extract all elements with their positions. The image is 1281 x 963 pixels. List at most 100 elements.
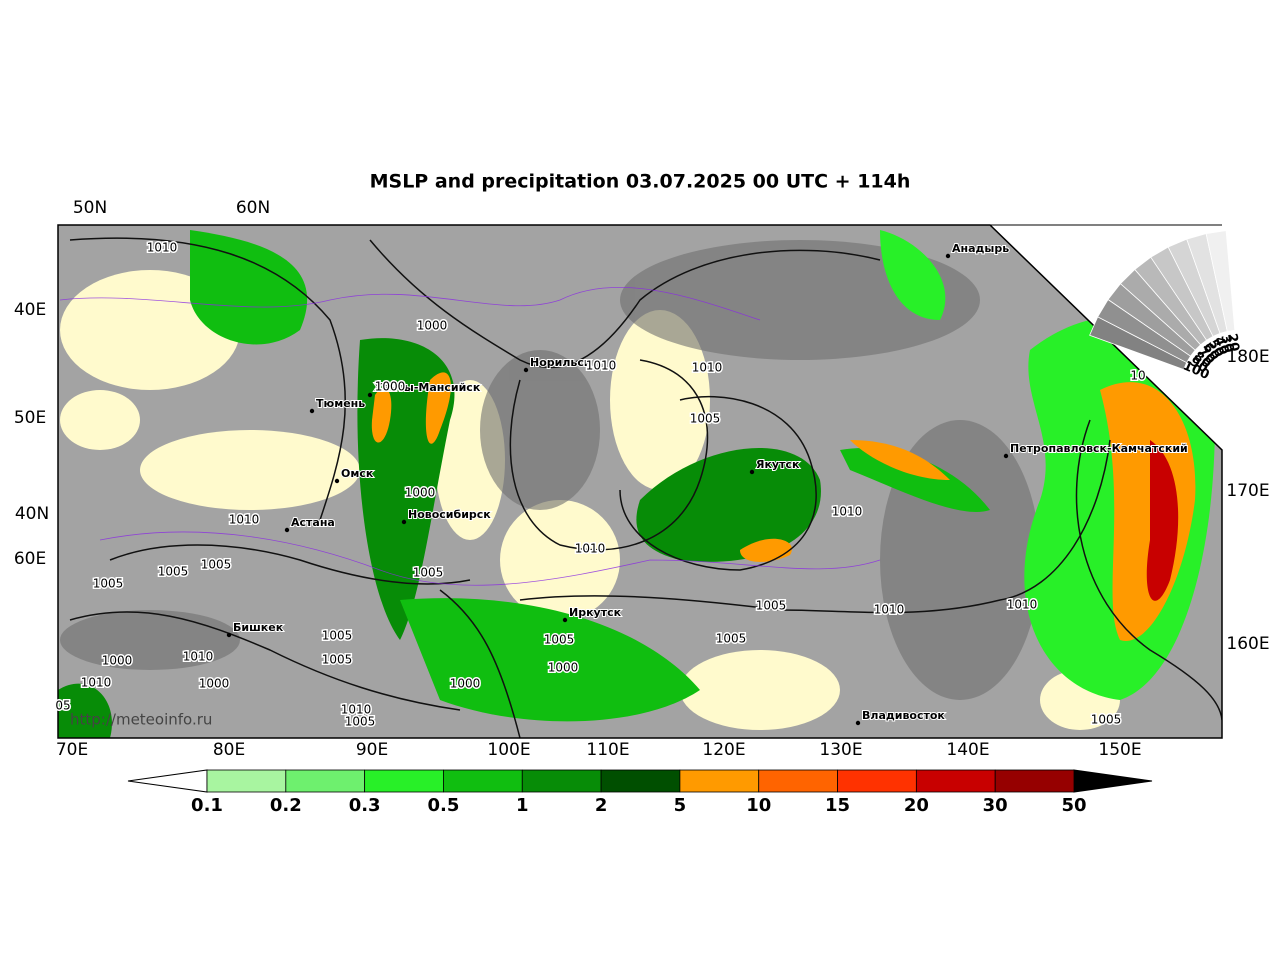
graticule-label: 120E <box>702 740 745 760</box>
isobar-label: 1005 <box>756 599 787 613</box>
city-dot <box>284 527 290 533</box>
city-label: Анадырь <box>952 242 1009 255</box>
city-label: Владивосток <box>862 709 945 722</box>
isobar-label: 1000 <box>417 319 448 333</box>
city-label: Ханты-Мансийск <box>374 381 481 394</box>
colorbar-tick-label: 50 <box>1061 795 1086 816</box>
city-label: Омск <box>341 467 374 480</box>
graticule-label: 40N <box>15 504 49 524</box>
borders <box>59 287 881 586</box>
isobar-label: 1005 <box>690 412 721 426</box>
graticule-label: 50N <box>73 198 107 218</box>
city-dot <box>226 632 232 638</box>
city-dot <box>562 617 568 623</box>
cloud-scale-label: 20 <box>1224 332 1242 352</box>
isobar-label: 1005 <box>322 653 353 667</box>
isobar-label: 1005 <box>345 715 376 729</box>
cloud-scale-label: 40 <box>1211 335 1232 358</box>
isobar-label: 1000 <box>405 486 436 500</box>
colorbar-tick-label: 15 <box>825 795 850 816</box>
graticule-label: 80E <box>213 740 245 760</box>
map-frame <box>57 224 1223 739</box>
isobar-label: 1000 <box>450 677 481 691</box>
graticule-label: 40E <box>14 300 46 320</box>
graticule-label: 130E <box>819 740 862 760</box>
colorbar-segment <box>364 769 444 793</box>
colorbar-tick-label: 2 <box>595 795 608 816</box>
isobar-label: 1005 <box>1091 713 1122 727</box>
colorbar-tick-label: 0.5 <box>428 795 460 816</box>
city-dot <box>749 469 755 475</box>
colorbar-tick-label: 30 <box>983 795 1008 816</box>
city-label: Петропавловск-Камчатский <box>1010 442 1188 455</box>
graticule-label: 60E <box>14 549 46 569</box>
colorbar-segment <box>443 769 523 793</box>
isobar-label: 1005 <box>93 577 124 591</box>
colorbar-segment <box>206 769 287 793</box>
city-dot <box>401 519 407 525</box>
isobar-label: 1005 <box>716 632 747 646</box>
clear-areas <box>60 270 1120 730</box>
isobar-label: 1010 <box>229 513 260 527</box>
graticule-label: 110E <box>586 740 629 760</box>
city-label: Иркутск <box>569 606 622 619</box>
title: MSLP and precipitation 03.07.2025 00 UTC… <box>370 171 911 193</box>
city-dot <box>523 367 529 373</box>
colorbar-tick-label: 0.1 <box>191 795 223 816</box>
city-label: Бишкек <box>233 621 284 634</box>
colorbar-segment <box>758 769 838 793</box>
graticule-label: 170E <box>1226 481 1269 501</box>
isobar-label: 1010 <box>341 703 372 717</box>
colorbar-segment <box>679 769 760 793</box>
colorbar-tick-label: 1 <box>516 795 529 816</box>
city-dot <box>367 392 373 398</box>
graticule-label: 140E <box>946 740 989 760</box>
city-label: Тюмень <box>316 397 365 410</box>
isobar-label: 1010 <box>81 676 112 690</box>
isobar-label: 1005 <box>158 565 189 579</box>
colorbar-low-end <box>127 769 208 793</box>
city-dot <box>334 478 340 484</box>
isobar-label: 10 <box>1130 369 1145 383</box>
city-label: Норильск <box>530 356 592 369</box>
city-label: Астана <box>291 516 335 529</box>
cloud-scale-label: 30 <box>1217 333 1236 354</box>
isobar-label: 1010 <box>1007 598 1038 612</box>
graticule-label: 70E <box>56 740 88 760</box>
cloud-scale-wedge <box>1205 230 1236 332</box>
graticule-label: 180E <box>1226 347 1269 367</box>
isobar-label: 1005 <box>413 566 444 580</box>
isobar-label: 1010 <box>586 359 617 373</box>
isobar-label: 1000 <box>199 677 230 691</box>
map-field <box>58 225 1222 738</box>
city-label: Якутск <box>756 458 800 471</box>
city-dot <box>945 253 951 259</box>
colorbar-segment <box>994 769 1075 793</box>
colorbar-segment <box>915 769 996 793</box>
graticule-label: 90E <box>356 740 388 760</box>
isobar-label: 1010 <box>874 603 905 617</box>
colorbar-tick-label: 20 <box>904 795 929 816</box>
city-dot <box>1003 453 1009 459</box>
isobar-lines <box>69 237 1222 738</box>
colorbar-segment <box>600 769 681 793</box>
city-dot <box>309 408 315 414</box>
isobar-label: 1005 <box>544 633 575 647</box>
isobar-label: 05 <box>55 699 70 713</box>
colorbar-tick-label: 10 <box>746 795 771 816</box>
colorbar-segment <box>521 769 602 793</box>
isobar-label: 1000 <box>102 654 133 668</box>
precipitation <box>58 230 1215 738</box>
isobar-label: 1010 <box>147 241 178 255</box>
colorbar-tick-label: 0.2 <box>270 795 302 816</box>
isobar-label: 1010 <box>183 650 214 664</box>
graticule-label: 150E <box>1098 740 1141 760</box>
isobar-label: 1010 <box>692 361 723 375</box>
graticule-label: 160E <box>1226 634 1269 654</box>
isobar-label: 1000 <box>548 661 579 675</box>
source-label: http://meteoinfo.ru <box>70 711 212 729</box>
colorbar-tick-label: 0.3 <box>349 795 381 816</box>
colorbar-high-end <box>1073 769 1153 793</box>
isobar-label: 1005 <box>322 629 353 643</box>
